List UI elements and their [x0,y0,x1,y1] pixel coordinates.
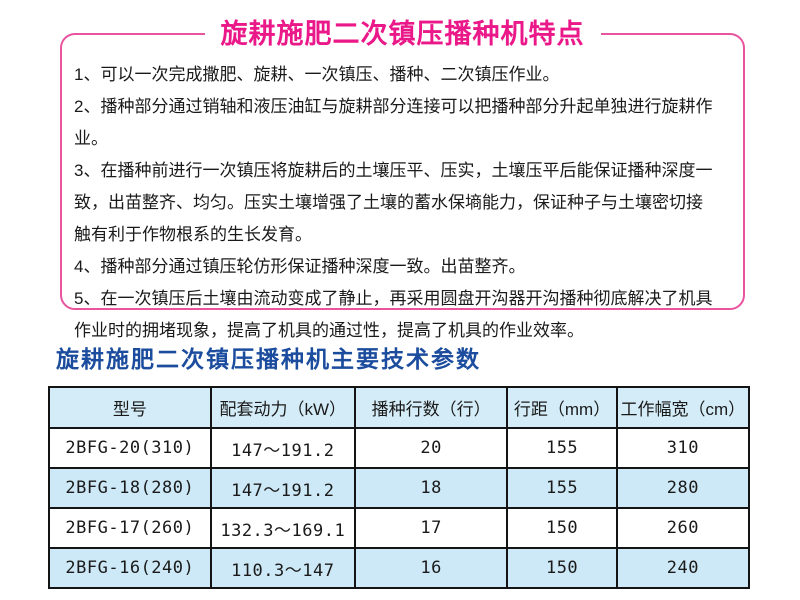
feature-item: 3、在播种前进行一次镇压将旋耕后的土壤压平、压实，土壤压平后能保证播种深度一致，… [74,161,713,244]
spec-table-body: 2BFG-20(310) 147～191.2 20 155 310 2BFG-18(280… [48,427,751,589]
table-row: 2BFG-17(260) 132.3～169.1 17 150 260 [48,507,751,549]
table-row: 2BFG-20(310) 147～191.2 20 155 310 [48,427,751,469]
table-cell: 147～191.2 [209,467,356,509]
spec-table: 型号 配套动力（kW） 播种行数（行） 行距（mm） 工作幅宽（cm） 2BFG-20(… [48,386,751,589]
feature-list: 1、可以一次完成撒肥、旋耕、一次镇压、播种、二次镇压作业。 2、播种部分通过销轴和… [62,35,743,347]
table-cell: 17 [353,507,509,549]
table-header-cell: 配套动力（kW） [209,386,356,429]
table-cell: 132.3～169.1 [209,507,356,549]
table-cell: 2BFG-16(240) [48,547,212,589]
table-cell: 155 [506,467,618,509]
feature-item: 4、播种部分通过镇压轮仿形保证播种深度一致。出苗整齐。 [74,257,526,276]
table-header-cell: 工作幅宽（cm） [615,386,751,429]
feature-box: 旋耕施肥二次镇压播种机特点 1、可以一次完成撒肥、旋耕、一次镇压、播种、二次镇压… [60,14,745,340]
table-header-cell: 型号 [48,386,212,429]
table-cell: 310 [615,427,751,469]
table-header-cell: 播种行数（行） [353,386,509,429]
section-title-specs: 旋耕施肥二次镇压播种机主要技术参数 [56,347,481,372]
feature-item: 5、在一次镇压后土壤由流动变成了静止，再采用圆盘开沟器开沟播种彻底解决了机具作业… [74,289,713,340]
feature-item: 2、播种部分通过销轴和液压油缸与旋耕部分连接可以把播种部分升起单独进行旋耕作业。 [74,97,713,148]
table-cell: 2BFG-18(280) [48,467,212,509]
feature-item: 1、可以一次完成撒肥、旋耕、一次镇压、播种、二次镇压作业。 [74,65,560,84]
table-row: 2BFG-18(280) 147～191.2 18 155 280 [48,467,751,509]
table-cell: 110.3～147 [209,547,356,589]
table-header-row: 型号 配套动力（kW） 播种行数（行） 行距（mm） 工作幅宽（cm） [48,386,751,429]
table-cell: 18 [353,467,509,509]
table-cell: 147～191.2 [209,427,356,469]
table-cell: 280 [615,467,751,509]
page-title: 旋耕施肥二次镇压播种机特点 [204,14,601,54]
table-cell: 155 [506,427,618,469]
table-cell: 2BFG-17(260) [48,507,212,549]
table-cell: 150 [506,547,618,589]
table-cell: 150 [506,507,618,549]
table-row: 2BFG-16(240) 110.3～147 16 150 240 [48,547,751,589]
table-cell: 20 [353,427,509,469]
table-cell: 240 [615,547,751,589]
table-cell: 16 [353,547,509,589]
table-header-cell: 行距（mm） [506,386,618,429]
table-cell: 260 [615,507,751,549]
table-cell: 2BFG-20(310) [48,427,212,469]
spec-table-head: 型号 配套动力（kW） 播种行数（行） 行距（mm） 工作幅宽（cm） [48,386,751,429]
